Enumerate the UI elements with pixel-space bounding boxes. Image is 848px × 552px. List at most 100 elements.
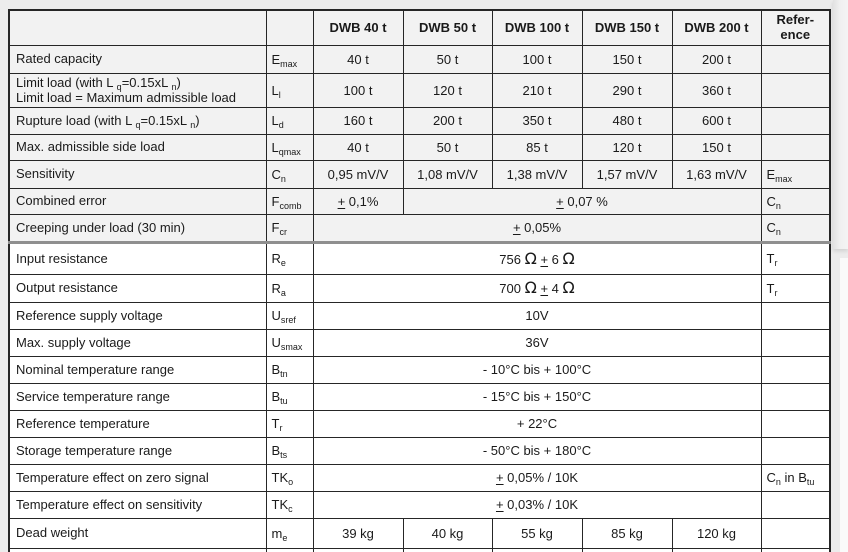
text-segment: 0,03% / 10K: [503, 497, 579, 512]
text-segment: 150 t: [612, 51, 642, 67]
text-segment: Rated capacity: [16, 51, 102, 67]
text-segment: Max. admissible side load: [16, 139, 165, 155]
value-cell: 150 t: [581, 44, 673, 74]
subscript-text: comb: [279, 200, 302, 211]
row-label: Reference temperature: [8, 409, 267, 438]
subscript-text: e: [282, 532, 288, 543]
row-label: Max. admissible side load: [8, 133, 267, 161]
header-row: DWB 40 t DWB 50 t DWB 100 t DWB 150 t DW…: [8, 9, 831, 46]
subscript-text: qmax: [278, 146, 301, 157]
text-segment: L: [271, 113, 279, 128]
table-row-creeping-under-load: Creeping under load (30 min) Fcr + 0,05% Cn: [8, 213, 831, 244]
text-segment: Ω: [562, 248, 575, 268]
text-segment: 50 t: [436, 139, 459, 155]
text-segment: 360 t: [702, 82, 731, 98]
value-cell: + 0,05% / 10K: [312, 463, 762, 492]
reference-cell: Cn: [760, 187, 831, 215]
symbol-cell: Emax: [265, 44, 314, 74]
symbol-cell: Usmax: [265, 328, 314, 357]
text-segment: 350 t: [522, 113, 552, 128]
empty-cell: [491, 547, 583, 552]
text-segment: Storage temperature range: [16, 442, 173, 458]
value-cell: 50 t: [402, 133, 493, 161]
plus-minus-sign: +: [540, 251, 549, 267]
symbol-cell: Ld: [265, 106, 314, 135]
symbol-cell: Ll: [265, 72, 314, 108]
text-segment: T: [766, 280, 775, 296]
subscript-text: r: [279, 423, 283, 433]
text-segment: Sensitivity: [16, 166, 75, 182]
text-segment: 150 t: [702, 139, 731, 155]
reference-cell: Cn: [760, 213, 831, 244]
value-cell: 1,63 mV/V: [671, 159, 762, 189]
column-header-dwb-50t: DWB 50 t: [402, 9, 493, 46]
row-label: Reference supply voltage: [8, 301, 267, 330]
text-segment: Rupture load (with L: [16, 112, 136, 128]
text-segment: Reference supply voltage: [16, 307, 163, 323]
text-segment: Ω: [524, 248, 537, 268]
subscript-text: o: [288, 477, 294, 487]
reference-cell: [760, 409, 831, 438]
text-segment: Limit load = Maximum admissible load: [16, 90, 237, 105]
symbol-cell: Bts: [265, 436, 314, 465]
text-segment: Limit load (with L: [16, 74, 117, 90]
value-cell: + 0,05%: [312, 213, 762, 244]
text-segment: + 22°C: [516, 416, 558, 431]
empty-cell: [671, 547, 762, 552]
symbol-cell: me: [265, 517, 314, 549]
row-label: Combined error: [8, 187, 267, 215]
subscript-text: max: [280, 58, 298, 69]
value-cell: 756 Ω + 6 Ω: [312, 241, 762, 275]
text-segment: Reference temperature: [16, 415, 150, 431]
subscript-text: n: [280, 173, 286, 184]
empty-cell: [581, 547, 673, 552]
text-segment: 1,08 mV/V: [417, 166, 478, 182]
row-label: Temperature effect on zero signal: [8, 463, 267, 492]
row-label: Storage temperature range: [8, 436, 267, 465]
text-segment: - 50°C bis + 180°C: [482, 443, 592, 458]
subscript-text: e: [280, 258, 286, 268]
text-segment: m: [271, 525, 283, 541]
reference-cell: Emax: [760, 159, 831, 189]
symbol-cell: Btu: [265, 382, 314, 411]
row-label: Output resistance: [8, 273, 267, 303]
text-segment: Dead weight: [16, 525, 89, 541]
text-segment: C: [766, 470, 776, 485]
symbol-cell: Usref: [265, 301, 314, 330]
column-header-dwb-150t: DWB 150 t: [581, 9, 673, 46]
text-segment: C: [766, 220, 776, 235]
symbol-cell: TKc: [265, 490, 314, 519]
symbol-cell: Re: [265, 241, 314, 275]
text-segment: Output resistance: [16, 280, 118, 296]
text-segment: in B: [780, 470, 807, 485]
text-segment: C: [766, 193, 776, 209]
text-segment: C: [271, 166, 281, 182]
symbol-cell: Tr: [265, 409, 314, 438]
text-segment: 39 kg: [342, 525, 374, 541]
value-cell: 1,38 mV/V: [491, 159, 583, 189]
header-blank-param: [8, 9, 267, 46]
text-segment: 0,95 mV/V: [327, 166, 389, 182]
value-cell: 360 t: [671, 72, 762, 108]
subscript-text: r: [774, 258, 778, 268]
subscript-text: n: [775, 477, 781, 487]
text-segment: Input resistance: [16, 250, 108, 266]
text-segment: 200 t: [702, 51, 731, 67]
text-segment: 85 kg: [611, 525, 643, 541]
table-row-reference-temperature: Reference temperature Tr + 22°C: [8, 409, 831, 438]
plus-minus-sign: +: [540, 281, 549, 296]
subscript-text: smax: [280, 342, 303, 352]
value-cell: 120 t: [581, 133, 673, 161]
text-segment: 1,38 mV/V: [506, 166, 568, 182]
empty-cell: [312, 547, 404, 552]
text-segment: B: [271, 362, 281, 377]
reference-cell: [760, 517, 831, 549]
text-segment: 85 t: [526, 139, 548, 155]
table-row-nominal-temperature-range: Nominal temperature range Btn - 10°C bis +…: [8, 355, 831, 384]
text-segment: 290 t: [612, 82, 642, 98]
value-cell: 150 t: [671, 133, 762, 161]
row-label: Sensitivity: [8, 159, 267, 189]
reference-cell: [760, 382, 831, 411]
value-cell: + 0,1%: [312, 187, 404, 215]
